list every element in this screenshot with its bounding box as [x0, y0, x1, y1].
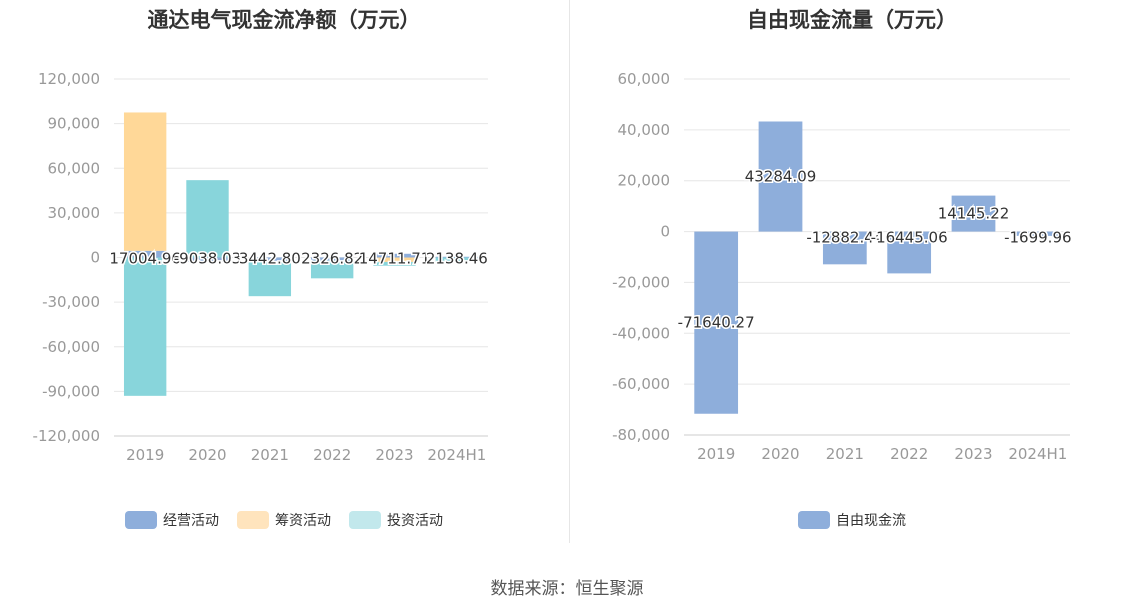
fcf-bar-2023-s0 [951, 195, 996, 232]
fcf-data-label: 43284.09 [745, 168, 817, 186]
netcf-ytick-label: 30,000 [48, 204, 101, 222]
netcf-data-label: 2138.46 [426, 250, 488, 268]
netcf-bar-2021-s0 [248, 257, 292, 262]
fcf-xtick-label: 2021 [826, 445, 864, 463]
netcf-bar-2023-s0 [373, 253, 416, 258]
fcf-bar-2021-s0 [822, 231, 867, 265]
netcf-ytick-label: -60,000 [42, 338, 100, 356]
fcf-ytick-label: 40,000 [618, 121, 671, 139]
legend-label-financing: 筹资活动 [275, 513, 331, 529]
fcf-data-label: -71640.27 [678, 314, 755, 332]
fcf-bar-2019-s0 [694, 231, 739, 414]
fcf-ytick-label: 0 [660, 223, 670, 241]
netcf-bar-2019-s0 [123, 250, 167, 258]
fcf-xtick-label: 2023 [954, 445, 992, 463]
netcf-bar-2023-s2 [373, 261, 416, 266]
net-cash-flow-panel: 通达电气现金流净额（万元） 120,000 90,000 60,000 30,000 0… [0, 0, 568, 545]
fcf-xtick-label: 2020 [761, 445, 799, 463]
legend-item-free-cash-flow[interactable]: 自由现金流 [798, 510, 906, 530]
net-cash-flow-chart: 120,000 90,000 60,000 30,000 0 -30,000 -60,000… [33, 70, 490, 464]
legend-item-financing[interactable]: 筹资活动 [237, 510, 331, 530]
fcf-data-label: 14145.22 [938, 205, 1010, 223]
fcf-bar-2022-s0 [887, 231, 932, 274]
netcf-ytick-label: 60,000 [48, 159, 101, 177]
free-cash-flow-legend: 自由现金流 [570, 510, 1134, 530]
netcf-ytick-label: -30,000 [42, 293, 100, 311]
netcf-xtick-label: 2021 [251, 446, 289, 464]
legend-swatch-financing [237, 511, 269, 529]
fcf-data-label: -16445.06 [871, 229, 948, 247]
netcf-ytick-label: 90,000 [48, 115, 101, 133]
fcf-ytick-label: 60,000 [618, 70, 671, 88]
netcf-bar-2023-s1 [373, 257, 416, 262]
netcf-data-label: 3442.80 [239, 250, 301, 268]
data-source: 数据来源：恒生聚源 [490, 579, 644, 599]
netcf-ytick-label: -120,000 [33, 427, 100, 445]
fcf-data-label: -1699.96 [1004, 229, 1071, 247]
netcf-bar-2021-s2 [248, 261, 292, 297]
netcf-xtick-label: 2020 [188, 446, 226, 464]
panel-divider [569, 0, 570, 543]
legend-swatch-operating [125, 511, 157, 529]
fcf-data-label: -12882.44 [806, 229, 883, 247]
fcf-bar-2020-s0 [758, 121, 803, 232]
legend-label-operating: 经营活动 [163, 513, 219, 529]
legend-label-free-cash-flow: 自由现金流 [836, 513, 906, 529]
netcf-xtick-label: 2023 [375, 446, 413, 464]
legend-swatch-free-cash-flow [798, 511, 830, 529]
free-cash-flow-panel: 自由现金流量（万元） 60,000 40,000 20,000 0 -20,000 -40… [570, 0, 1134, 545]
fcf-ytick-label: -40,000 [612, 324, 670, 342]
legend-item-operating[interactable]: 经营活动 [125, 510, 219, 530]
free-cash-flow-chart: 60,000 40,000 20,000 0 -20,000 -40,000 -60,000… [612, 70, 1073, 463]
netcf-ytick-label: -90,000 [42, 382, 100, 400]
netcf-bar-2024H1-s0 [435, 256, 479, 258]
fcf-xtick-label: 2024H1 [1008, 445, 1067, 463]
netcf-xtick-label: 2024H1 [427, 446, 486, 464]
net-cash-flow-legend: 经营活动 筹资活动 投资活动 [0, 510, 568, 530]
netcf-bar-2019-s1 [123, 112, 167, 251]
legend-swatch-investing [349, 511, 381, 529]
legend-label-investing: 投资活动 [387, 513, 443, 529]
netcf-bar-2019-s2 [123, 257, 167, 396]
netcf-data-label: 14711.71 [359, 250, 431, 268]
netcf-data-label: -9038.03 [174, 250, 241, 268]
fcf-ytick-label: -80,000 [612, 426, 670, 444]
fcf-ytick-label: -60,000 [612, 375, 670, 393]
free-cash-flow-title: 自由现金流量（万元） [747, 8, 957, 32]
netcf-ytick-label: 120,000 [38, 70, 100, 88]
netcf-xtick-label: 2022 [313, 446, 351, 464]
netcf-ytick-label: 0 [90, 249, 100, 267]
netcf-bar-2024H1-s2 [435, 257, 479, 262]
netcf-data-label: 2326.82 [301, 250, 363, 268]
net-cash-flow-title: 通达电气现金流净额（万元） [147, 8, 421, 32]
netcf-bar-2020-s2 [186, 180, 229, 258]
fcf-xtick-label: 2019 [697, 445, 735, 463]
fcf-ytick-label: -20,000 [612, 273, 670, 291]
legend-item-investing[interactable]: 投资活动 [349, 510, 443, 530]
fcf-xtick-label: 2022 [890, 445, 928, 463]
netcf-bar-2020-s0 [186, 257, 229, 262]
netcf-bar-2022-s0 [310, 257, 354, 261]
fcf-ytick-label: 20,000 [618, 172, 671, 190]
netcf-bar-2022-s2 [310, 260, 354, 279]
fcf-bar-2024H1-s0 [1015, 231, 1060, 236]
netcf-xtick-label: 2019 [126, 446, 164, 464]
netcf-data-label: 17004.96 [109, 250, 181, 268]
